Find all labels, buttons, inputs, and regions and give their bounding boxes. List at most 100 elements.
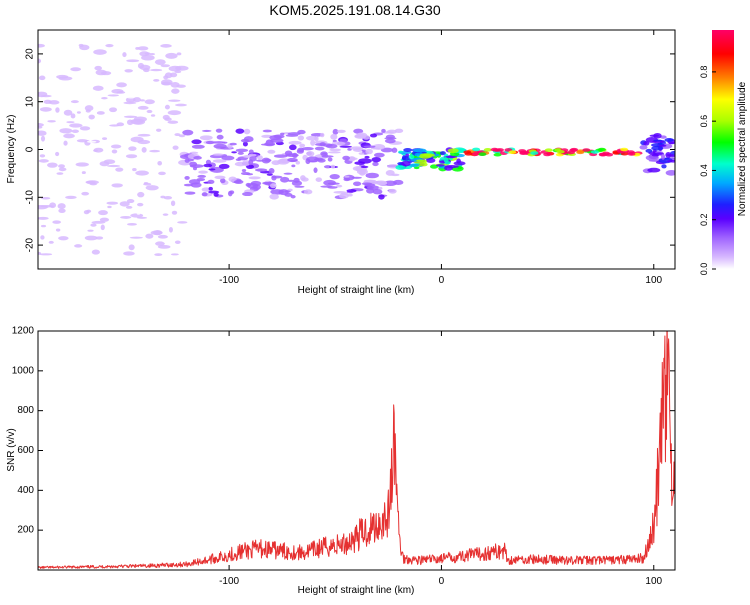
snr-y-label: SNR (v/v) [6, 428, 17, 471]
colorbar-tick-label: 0.8 [699, 66, 709, 79]
spectrogram-cell [363, 145, 376, 148]
spectrogram-cell [103, 159, 116, 165]
spectrogram-cell [96, 111, 105, 115]
spectrogram-cell [214, 175, 226, 180]
spectrogram-cell [116, 82, 127, 88]
spectrogram-cell [242, 192, 253, 197]
spectrogram-cell [651, 145, 664, 151]
colorbar: 0.0 0.2 0.4 0.6 0.8 Normalized spectral ampl… [699, 30, 748, 275]
spectrogram-cell [162, 213, 169, 216]
spectrogram-cell [162, 114, 170, 120]
spectrogram-cell [233, 179, 244, 184]
spectrogram-cell [176, 84, 186, 88]
snr-x-tick-label: 100 [645, 576, 662, 587]
spectrogram-cell [87, 229, 94, 232]
spectrogram-cell [74, 244, 83, 248]
spectrogram-cell [171, 88, 180, 94]
spectrogram-cell [444, 161, 451, 165]
spectrogram-cell [207, 179, 215, 184]
spectrogram-cell [85, 180, 96, 184]
spectrogram-y-label: Frequency (Hz) [6, 115, 17, 184]
spectrogram-cell [143, 182, 149, 185]
spectrogram-cell [172, 145, 179, 150]
spectrogram-cell [248, 176, 261, 180]
spectrogram-cell [314, 157, 324, 161]
spectrogram-cell [123, 251, 135, 256]
spectrogram-cell [81, 171, 86, 175]
spectrogram-cell [299, 143, 306, 148]
spectrogram-cell [246, 173, 254, 176]
spectrogram-cell [47, 162, 58, 168]
spectrogram-cell [86, 140, 97, 143]
spectrogram-cell [171, 210, 178, 215]
spectrogram-cell [76, 111, 81, 114]
spectrogram-cell [123, 115, 138, 118]
spectrogram-cell [364, 155, 370, 159]
snr-series-line [38, 331, 675, 569]
spectrogram-cell [93, 149, 98, 152]
snr-y-tick-label: 200 [17, 525, 34, 536]
spectrogram-cell [294, 185, 305, 188]
spectrogram-cell [139, 99, 145, 102]
spectrogram-cell [330, 133, 338, 140]
spectrogram-cell [231, 151, 237, 154]
spectrogram-cell [620, 147, 629, 152]
spectrogram-cell [38, 204, 48, 210]
spectrogram-cell [154, 253, 163, 256]
spectrogram-cell [40, 224, 47, 228]
spectrogram-cell [329, 148, 342, 152]
spectrogram-cell [40, 135, 46, 142]
spectrogram-cell [444, 164, 459, 169]
spectrogram-cell [38, 216, 49, 220]
spectrogram-cell [354, 135, 361, 138]
spectrogram-cell [492, 148, 501, 152]
spectrogram-cell [645, 148, 653, 153]
spectrogram-cell [229, 190, 235, 195]
spectrogram-cell [126, 198, 135, 204]
spectrogram-cell [303, 189, 313, 195]
spectrogram-cell [381, 128, 386, 133]
snr-y-tick-label: 1200 [12, 326, 35, 337]
spectrogram-cell [413, 166, 420, 170]
spectrogram-cell [58, 76, 73, 81]
spectrogram-cell [156, 128, 162, 132]
spectrogram-cell [361, 149, 367, 152]
spectrogram-cell [602, 151, 611, 156]
spectrogram-cell [306, 156, 319, 163]
spectrogram-cell [364, 183, 376, 187]
spectrogram-cell [167, 120, 179, 124]
spectrogram-cell [154, 59, 166, 66]
spectrogram-cell [270, 189, 284, 195]
spectrogram-cell [139, 64, 151, 71]
spectrogram-cell [378, 186, 383, 190]
spectrogram-cell [135, 46, 140, 50]
spectrogram-cell [174, 133, 181, 137]
spectrogram-cell [435, 164, 445, 167]
spectrogram-cell [170, 200, 176, 207]
spectrogram-cell [330, 164, 336, 169]
spectrogram-cell [99, 217, 109, 222]
spectrogram-cell [86, 209, 92, 213]
spectrogram-cell [530, 151, 539, 155]
spectrogram-cell [38, 130, 47, 136]
spectrogram-cell [116, 122, 125, 127]
spectrogram-cell [130, 213, 144, 218]
spectrogram-cell [300, 175, 306, 181]
spectrogram-cell [332, 128, 339, 135]
spectrogram-cell [59, 128, 73, 134]
spectrogram-cell [95, 69, 107, 76]
spectrogram-cell [320, 132, 325, 138]
spectrogram-cell [255, 159, 265, 162]
spectrogram-cell [157, 234, 168, 239]
spectrogram-cell [163, 75, 169, 80]
spectrogram-cell [49, 202, 57, 209]
spectrogram-cell [384, 138, 396, 144]
spectrogram-cell [189, 164, 204, 168]
spectrogram-cell [130, 136, 144, 143]
spectrogram-cell [170, 253, 179, 256]
spectrogram-cell [372, 161, 379, 167]
spectrogram-cell [184, 191, 196, 195]
spectrogram-x-tick-label: 0 [439, 275, 445, 286]
spectrogram-cell [84, 235, 98, 241]
spectrogram-cell [493, 152, 502, 157]
